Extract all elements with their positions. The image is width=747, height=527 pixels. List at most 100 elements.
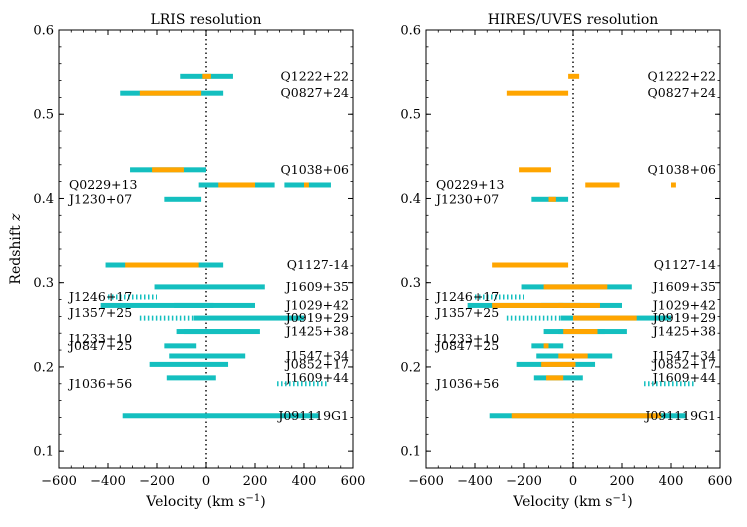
system-label: J1609+35 xyxy=(651,279,716,294)
x-tick-label: 0 xyxy=(202,474,210,489)
y-tick-label: 0.2 xyxy=(400,360,421,375)
system-label: J1547+34 xyxy=(651,348,716,363)
orange-bar xyxy=(568,73,580,79)
y-tick-label: 0.5 xyxy=(400,108,421,123)
orange-bar xyxy=(125,262,199,268)
x-tick-label: 200 xyxy=(610,474,635,489)
system-label: J0847+25 xyxy=(434,338,499,353)
x-tick-label: −600 xyxy=(41,474,77,489)
orange-bar xyxy=(492,302,600,308)
system-label: Q0827+24 xyxy=(281,85,349,100)
cyan-bar xyxy=(183,329,241,335)
y-tick-label: 0.2 xyxy=(33,360,54,375)
orange-bar xyxy=(558,302,564,308)
system-label: J1357+25 xyxy=(434,305,499,320)
system-label: J1029+42 xyxy=(284,297,349,312)
system-label: J1246+17 xyxy=(434,289,499,304)
system-label: J0919+29 xyxy=(284,310,349,325)
x-tick-label: −400 xyxy=(90,474,126,489)
cyan-bar xyxy=(122,413,319,419)
y-tick-label: 0.3 xyxy=(400,276,421,291)
y-tick-label: 0.3 xyxy=(33,276,54,291)
x-tick-label: 200 xyxy=(243,474,268,489)
orange-bar xyxy=(546,375,564,381)
system-label: J1036+56 xyxy=(434,376,499,391)
system-label: J091119G1 xyxy=(276,408,349,423)
orange-bar xyxy=(585,182,620,188)
y-tick-label: 0.6 xyxy=(33,24,54,39)
system-label: J1357+25 xyxy=(67,305,132,320)
x-tick-label: −400 xyxy=(457,474,493,489)
system-label: J1233+10 xyxy=(434,331,499,346)
chart-title: HIRES/UVES resolution xyxy=(488,12,659,28)
chart-title: LRIS resolution xyxy=(150,12,261,28)
orange-bar xyxy=(548,196,556,202)
system-label: J1233+10 xyxy=(67,331,132,346)
system-label: J1425+38 xyxy=(284,324,349,339)
system-label: J1230+07 xyxy=(434,191,499,206)
cyan-bar xyxy=(164,343,197,349)
system-label: J0847+25 xyxy=(67,338,132,353)
orange-bar xyxy=(573,315,637,321)
system-label: J1029+42 xyxy=(651,297,716,312)
orange-bar xyxy=(519,167,551,173)
x-axis-label: Velocity (km s−1) xyxy=(512,493,632,510)
system-label: Q0229+13 xyxy=(436,177,504,192)
x-tick-label: 0 xyxy=(569,474,577,489)
orange-bar xyxy=(671,182,676,188)
orange-bar xyxy=(541,361,576,367)
x-tick-label: 600 xyxy=(341,474,366,489)
x-tick-label: 400 xyxy=(659,474,684,489)
x-tick-label: 400 xyxy=(292,474,317,489)
orange-bar xyxy=(218,182,255,188)
system-label: J1230+07 xyxy=(67,191,132,206)
system-label: J0919+29 xyxy=(651,310,716,325)
system-label: J1246+17 xyxy=(67,289,132,304)
system-label: Q0827+24 xyxy=(648,85,716,100)
orange-bar xyxy=(543,284,608,290)
y-tick-label: 0.4 xyxy=(400,192,421,207)
y-axis-label: Redshift z xyxy=(8,213,24,285)
orange-bar xyxy=(139,90,202,96)
y-tick-label: 0.1 xyxy=(33,445,54,460)
orange-bar xyxy=(511,413,662,419)
cyan-bar xyxy=(149,361,229,367)
x-tick-label: −600 xyxy=(408,474,444,489)
system-label: Q1127-14 xyxy=(654,257,716,272)
system-label: J0852+17 xyxy=(284,356,349,371)
cyan-bar xyxy=(174,302,214,308)
system-label: Q1222+22 xyxy=(648,68,716,83)
system-label: Q1038+06 xyxy=(281,162,349,177)
y-tick-label: 0.6 xyxy=(400,24,421,39)
system-label: J1547+34 xyxy=(284,348,349,363)
cyan-bar xyxy=(166,375,216,381)
system-label: J0852+17 xyxy=(651,356,716,371)
system-label: Q1222+22 xyxy=(281,68,349,83)
orange-bar xyxy=(543,343,549,349)
system-label: J1036+56 xyxy=(67,376,132,391)
x-axis-label: Velocity (km s−1) xyxy=(145,493,265,510)
system-label: Q1038+06 xyxy=(648,162,716,177)
system-label: J1609+44 xyxy=(651,370,716,385)
x-tick-label: −200 xyxy=(506,474,542,489)
y-tick-label: 0.4 xyxy=(33,192,54,207)
orange-bar xyxy=(304,182,309,188)
system-label: J091119G1 xyxy=(643,408,716,423)
x-tick-label: −200 xyxy=(139,474,175,489)
orange-bar xyxy=(202,73,211,79)
cyan-bar xyxy=(193,315,304,321)
orange-bar xyxy=(492,262,569,268)
cyan-bar xyxy=(164,196,202,202)
orange-bar xyxy=(563,329,598,335)
system-label: Q0229+13 xyxy=(69,177,137,192)
cyan-bar xyxy=(154,284,265,290)
system-label: Q1127-14 xyxy=(287,257,349,272)
chart-panel-1: −600 −400 −200 0 200 400 600 0.1 0.2 0.3 0.4 0.5 0.6… xyxy=(8,12,365,510)
orange-bar xyxy=(506,90,569,96)
cyan-bar xyxy=(169,353,246,359)
x-tick-label: 600 xyxy=(708,474,733,489)
y-tick-label: 0.1 xyxy=(400,445,421,460)
orange-bar xyxy=(558,353,588,359)
system-label: J1425+38 xyxy=(651,324,716,339)
